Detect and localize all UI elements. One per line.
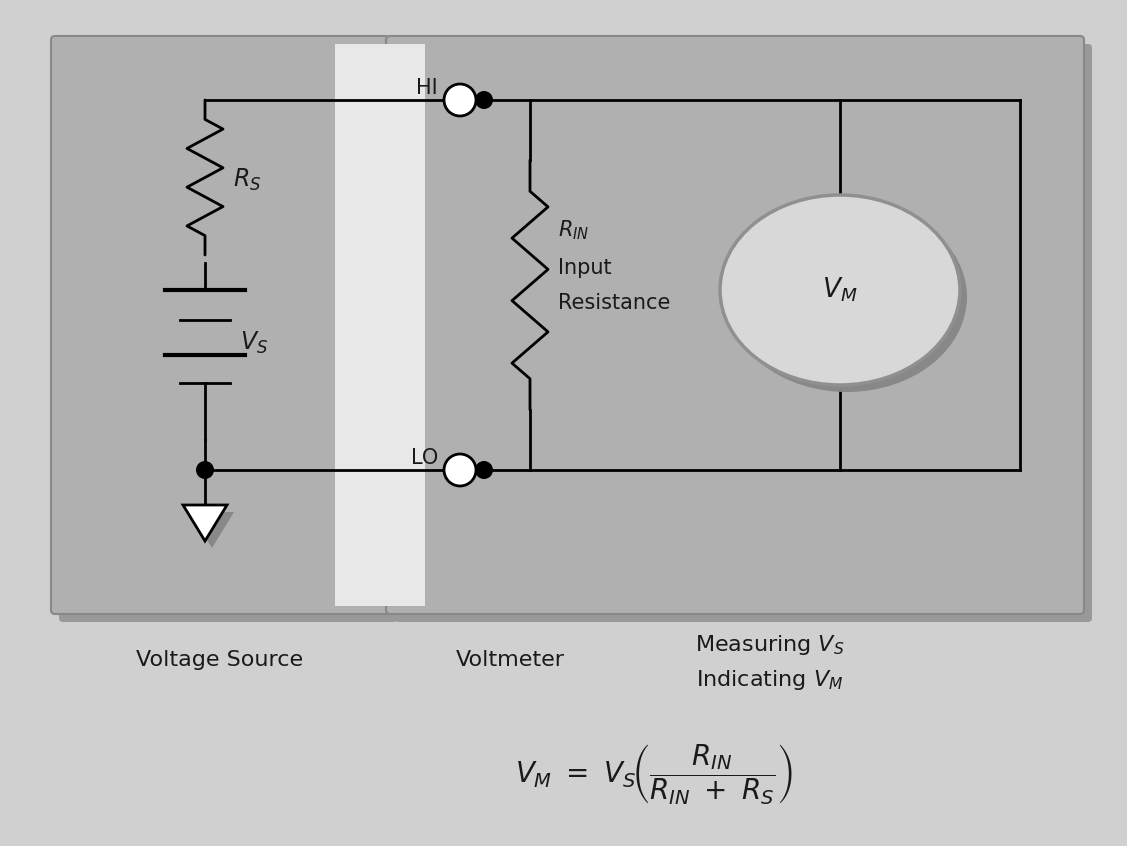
Text: Input: Input	[558, 258, 612, 278]
Text: LO: LO	[410, 448, 438, 468]
Text: Measuring $V_S$: Measuring $V_S$	[695, 633, 845, 657]
Text: $R_{IN}$: $R_{IN}$	[558, 218, 589, 242]
Text: Resistance: Resistance	[558, 293, 671, 313]
Text: Indicating $V_M$: Indicating $V_M$	[696, 668, 844, 692]
Text: HI: HI	[416, 78, 438, 98]
Circle shape	[474, 91, 492, 109]
Text: $V_S$: $V_S$	[240, 330, 268, 356]
FancyBboxPatch shape	[387, 36, 1084, 614]
FancyBboxPatch shape	[51, 36, 389, 614]
Polygon shape	[183, 505, 227, 541]
Circle shape	[196, 461, 214, 479]
Bar	[335, 44, 425, 606]
Ellipse shape	[727, 202, 967, 392]
Text: $V_M$: $V_M$	[823, 276, 858, 305]
Circle shape	[444, 454, 476, 486]
FancyBboxPatch shape	[59, 44, 397, 622]
Polygon shape	[190, 512, 234, 548]
Circle shape	[474, 461, 492, 479]
Text: Voltmeter: Voltmeter	[455, 650, 565, 670]
Text: $V_M \ = \ V_S\!\left(\dfrac{R_{IN}}{R_{IN}\ +\ R_S}\right)$: $V_M \ = \ V_S\!\left(\dfrac{R_{IN}}{R_{…	[515, 743, 792, 807]
Ellipse shape	[720, 195, 960, 385]
FancyBboxPatch shape	[394, 44, 1092, 622]
Text: Voltage Source: Voltage Source	[136, 650, 303, 670]
Text: $R_S$: $R_S$	[233, 167, 261, 193]
Circle shape	[444, 84, 476, 116]
